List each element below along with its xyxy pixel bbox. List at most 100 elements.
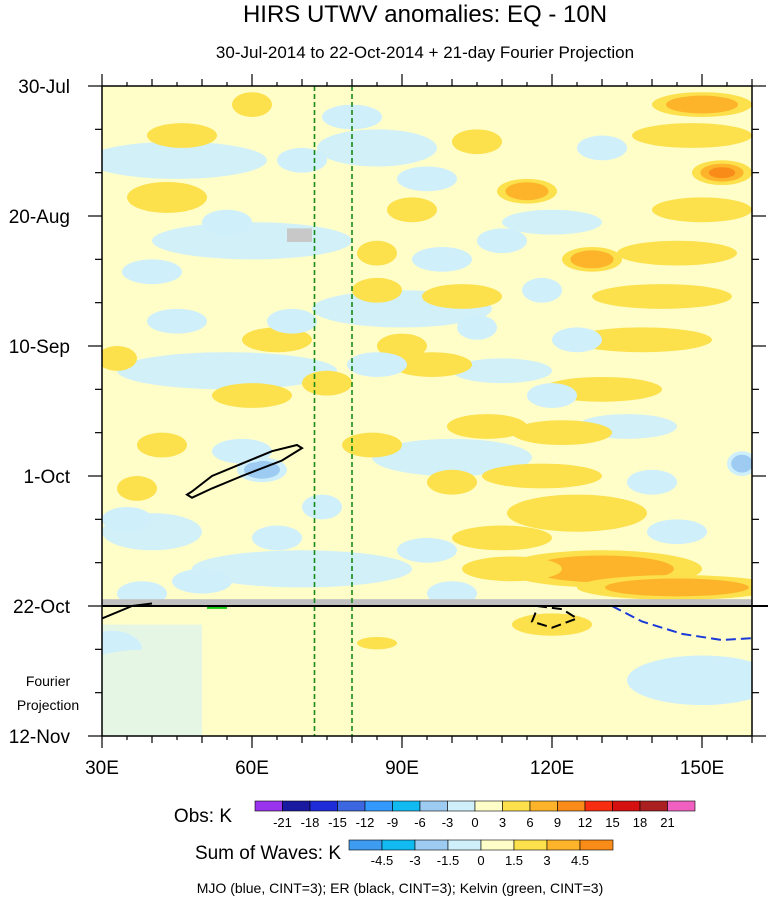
anomaly-blob xyxy=(666,95,738,114)
anomaly-blob xyxy=(427,469,477,495)
anomaly-blob xyxy=(570,250,614,269)
anomaly-blob xyxy=(605,578,749,597)
obs-colorbar-label: 6 xyxy=(526,815,533,830)
anomaly-blob xyxy=(502,209,602,235)
y-tick-label: 12-Nov xyxy=(9,727,71,748)
projection-label-line1: Fourier xyxy=(26,673,71,689)
anomaly-blob xyxy=(457,315,497,340)
anomaly-blob xyxy=(552,327,602,353)
anomaly-blob xyxy=(452,129,502,155)
waves-colorbar-swatch xyxy=(513,839,548,851)
anomaly-blob xyxy=(477,228,527,254)
obs-colorbar-swatch xyxy=(612,800,641,812)
obs-colorbar-swatch xyxy=(584,800,613,812)
obs-colorbar-swatch xyxy=(364,800,393,812)
reference-longitude-lines xyxy=(313,86,353,736)
plot-background xyxy=(102,86,752,736)
x-tick-label: 150E xyxy=(680,758,724,779)
obs-colorbar-label: -15 xyxy=(328,815,347,830)
waves-colorbar-swatch xyxy=(546,839,581,851)
anomaly-blob xyxy=(192,550,412,588)
waves-colorbar-label: -1.5 xyxy=(437,853,459,868)
anomaly-blob xyxy=(102,346,137,371)
obs-colorbar-swatch xyxy=(557,800,586,812)
anomaly-blob xyxy=(627,655,752,706)
obs-colorbar-swatch xyxy=(667,800,696,812)
anomaly-blob xyxy=(277,147,327,173)
anomaly-blob xyxy=(627,469,677,495)
obs-colorbar-swatch xyxy=(502,800,531,812)
obs-colorbar-swatch xyxy=(392,800,421,812)
anomaly-blob xyxy=(527,383,577,408)
obs-colorbar-label: -12 xyxy=(356,815,375,830)
anomaly-blob xyxy=(152,222,352,260)
contour-note: MJO (blue, CINT=3); ER (black, CINT=3); … xyxy=(197,880,604,896)
anomaly-blob xyxy=(242,327,312,353)
anomaly-blob xyxy=(652,197,752,223)
missing-data-patch xyxy=(287,228,312,242)
contour-er xyxy=(185,443,304,499)
anomaly-blob xyxy=(302,494,342,520)
obs-colorbar-label: -9 xyxy=(387,815,399,830)
waves-colorbar-swatch xyxy=(381,839,416,851)
contour-er xyxy=(530,605,580,629)
waves-legend-label: Sum of Waves: K xyxy=(195,843,341,864)
anomaly-blob xyxy=(357,240,397,266)
anomaly-blob xyxy=(392,352,472,377)
anomaly-blob xyxy=(102,141,267,179)
obs-colorbar-label: 18 xyxy=(633,815,647,830)
waves-colorbar-label: 4.5 xyxy=(571,853,589,868)
obs-colorbar-swatch xyxy=(419,800,448,812)
anomaly-blob xyxy=(322,104,382,130)
y-tick-label: 22-Oct xyxy=(13,597,71,618)
anomaly-blob xyxy=(422,284,502,309)
waves-colorbar-label: 0 xyxy=(477,853,484,868)
anomaly-blob xyxy=(572,327,712,353)
anomaly-blob xyxy=(267,308,317,334)
anomaly-blob xyxy=(708,167,736,179)
anomaly-blob xyxy=(505,182,549,201)
chart-subtitle: 30-Jul-2014 to 22-Oct-2014 + 21-day Four… xyxy=(216,43,634,62)
obs-colorbar-swatch xyxy=(337,800,366,812)
y-axis: 30-Jul 20-Aug 10-Sep 1-Oct 22-Oct 12-Nov xyxy=(9,77,766,748)
obs-colorbar-swatch xyxy=(282,800,311,812)
anomaly-blob xyxy=(731,454,752,473)
anomaly-blob xyxy=(592,284,732,309)
anomaly-blob xyxy=(127,181,207,213)
chart-title: HIRS UTWV anomalies: EQ - 10N xyxy=(243,1,607,28)
anomaly-blob xyxy=(232,92,272,117)
anomaly-blob xyxy=(397,166,457,192)
anomaly-blob xyxy=(317,129,437,167)
plot-area xyxy=(102,86,752,736)
anomaly-blob xyxy=(452,358,552,384)
obs-colorbar-swatch xyxy=(474,800,503,812)
anomaly-blob xyxy=(147,123,217,148)
anomaly-blob xyxy=(617,240,737,266)
observation-end-band xyxy=(102,599,752,606)
y-tick-label: 20-Aug xyxy=(9,207,70,228)
waves-colorbar-swatch xyxy=(579,839,614,851)
anomaly-blob xyxy=(507,494,647,532)
waves-colorbar-swatch xyxy=(480,839,515,851)
obs-colorbar-label: 9 xyxy=(554,815,561,830)
obs-colorbar-swatch xyxy=(309,800,338,812)
anomaly-blob xyxy=(512,420,612,446)
anomaly-blob xyxy=(117,476,157,501)
obs-colorbar-label: 15 xyxy=(605,815,619,830)
obs-colorbar-label: 3 xyxy=(499,815,506,830)
anomaly-blob xyxy=(397,537,457,563)
obs-colorbar: -21 -18 -15 -12 -9 -6 -3 0 3 6 9 12 15 18 21 xyxy=(254,800,696,830)
anomaly-blob xyxy=(102,506,152,532)
anomaly-blob xyxy=(302,370,352,396)
anomaly-blob xyxy=(462,556,562,582)
obs-colorbar-label: -21 xyxy=(273,815,292,830)
anomaly-blob xyxy=(122,259,182,285)
y-tick-label: 10-Sep xyxy=(9,337,70,358)
obs-colorbar-label: 0 xyxy=(471,815,478,830)
contour-mjo xyxy=(611,605,752,642)
anomaly-blob xyxy=(372,438,532,476)
anomaly-blob xyxy=(357,636,397,650)
waves-colorbar-label: -4.5 xyxy=(371,853,393,868)
obs-colorbar-label: -3 xyxy=(442,815,454,830)
